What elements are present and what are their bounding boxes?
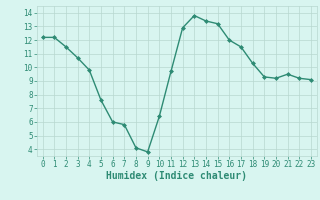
X-axis label: Humidex (Indice chaleur): Humidex (Indice chaleur) [106, 171, 247, 181]
